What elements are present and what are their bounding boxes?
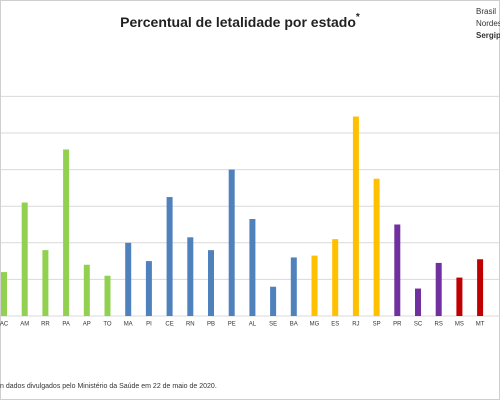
bar bbox=[352, 116, 359, 316]
bar bbox=[1, 272, 7, 316]
legend-item: Sergip bbox=[476, 31, 500, 40]
x-tick-label: PA bbox=[62, 322, 70, 328]
x-tick-label: MT bbox=[476, 322, 485, 328]
x-tick-label: AM bbox=[20, 322, 29, 328]
bar bbox=[456, 277, 463, 316]
legend-item: Brasil bbox=[476, 7, 496, 16]
bar bbox=[63, 149, 70, 316]
bar bbox=[332, 239, 339, 316]
legend-item: Nordes bbox=[476, 19, 500, 28]
x-tick-label: SC bbox=[414, 322, 423, 328]
x-tick-label: SE bbox=[269, 322, 277, 328]
bar bbox=[290, 257, 297, 316]
bar bbox=[373, 178, 380, 316]
bar bbox=[270, 286, 277, 316]
x-tick-label: MS bbox=[455, 322, 464, 328]
x-tick-label: RS bbox=[435, 322, 443, 328]
x-tick-label: TO bbox=[103, 322, 112, 328]
x-tick-label: RR bbox=[41, 322, 50, 328]
chart-title: Percentual de letalidade por estado* bbox=[120, 12, 360, 30]
title-marker: * bbox=[356, 12, 360, 23]
x-tick-label: RN bbox=[186, 322, 195, 328]
x-tick-label: ES bbox=[331, 322, 339, 328]
x-tick-label: AC bbox=[0, 322, 9, 328]
x-tick-label: PB bbox=[207, 322, 215, 328]
bar bbox=[249, 219, 256, 316]
bar bbox=[394, 224, 401, 316]
bar bbox=[125, 242, 132, 316]
x-tick-label: BA bbox=[290, 322, 298, 328]
bar bbox=[145, 261, 152, 316]
x-tick-label: AL bbox=[249, 322, 257, 328]
bar bbox=[415, 288, 421, 316]
bar bbox=[311, 255, 318, 316]
x-tick-label: PE bbox=[228, 322, 236, 328]
x-tick-label: MA bbox=[124, 322, 133, 328]
bar bbox=[477, 259, 484, 316]
chart-title-text: Percentual de letalidade por estado bbox=[120, 14, 356, 30]
x-tick-label: PR bbox=[393, 322, 402, 328]
x-tick-label: PI bbox=[146, 322, 152, 328]
bar bbox=[228, 169, 235, 316]
bar bbox=[42, 250, 49, 316]
x-tick-label: MG bbox=[310, 322, 320, 328]
bar bbox=[83, 264, 90, 316]
bar bbox=[104, 275, 111, 316]
x-tick-label: AP bbox=[83, 322, 91, 328]
x-tick-label: RJ bbox=[352, 322, 359, 328]
x-tick-label: CE bbox=[165, 322, 173, 328]
bar bbox=[208, 250, 214, 316]
bar bbox=[166, 197, 173, 316]
bar bbox=[435, 262, 442, 316]
x-tick-label: SP bbox=[373, 322, 381, 328]
bar bbox=[187, 237, 194, 316]
footnote: n dados divulgados pelo Ministério da Sa… bbox=[0, 383, 217, 390]
bar bbox=[21, 202, 28, 316]
